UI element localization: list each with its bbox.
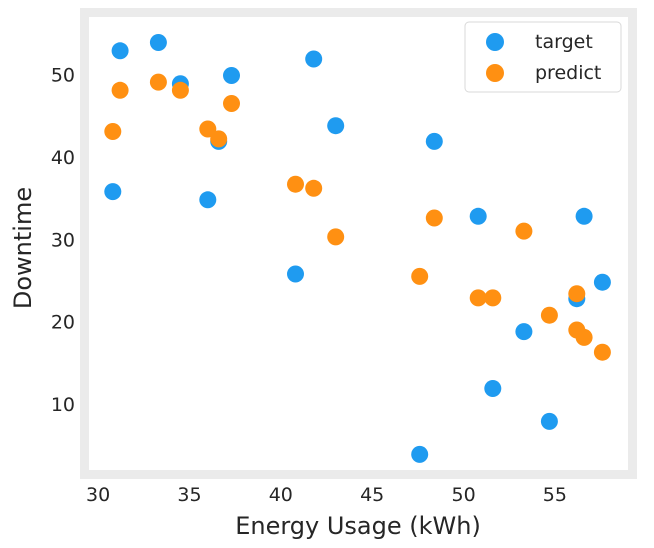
predict-point-7 xyxy=(287,175,304,193)
predict-point-13 xyxy=(484,289,502,307)
predict-point-2 xyxy=(149,73,167,91)
target-point-17 xyxy=(575,207,593,225)
x-tick-label-45: 45 xyxy=(360,484,384,506)
y-axis-label: Downtime xyxy=(9,187,37,309)
predict-point-15 xyxy=(540,306,558,324)
target-point-7 xyxy=(287,265,304,283)
target-point-6 xyxy=(223,67,240,84)
target-point-4 xyxy=(199,191,217,209)
y-tick-label-40: 40 xyxy=(51,147,75,169)
predict-point-18 xyxy=(593,343,611,361)
predict-point-17 xyxy=(575,328,593,346)
target-point-0 xyxy=(104,183,122,201)
x-tick-label-50: 50 xyxy=(452,484,476,506)
legend-label-target: target xyxy=(535,31,593,53)
target-point-8 xyxy=(305,50,323,68)
target-point-9 xyxy=(327,117,345,135)
legend: target predict xyxy=(464,21,622,93)
y-tick-labels: 10 20 30 40 50 xyxy=(51,65,75,416)
x-tick-label-40: 40 xyxy=(269,484,293,506)
predict-point-0 xyxy=(104,123,122,140)
x-tick-label-35: 35 xyxy=(177,484,201,506)
predict-point-4 xyxy=(199,120,217,138)
predict-point-1 xyxy=(111,81,129,99)
target-point-11 xyxy=(425,132,443,150)
x-tick-label-30: 30 xyxy=(86,484,110,506)
predict-point-11 xyxy=(425,209,443,227)
target-point-13 xyxy=(484,380,502,397)
y-tick-label-10: 10 xyxy=(51,394,75,416)
y-tick-label-30: 30 xyxy=(51,229,75,251)
predict-point-8 xyxy=(305,179,323,197)
y-tick-label-50: 50 xyxy=(51,65,75,87)
target-point-14 xyxy=(515,323,533,341)
target-point-10 xyxy=(411,445,429,463)
target-point-15 xyxy=(540,412,558,430)
target-point-2 xyxy=(149,34,167,51)
target-point-1 xyxy=(111,42,129,60)
predict-point-14 xyxy=(515,222,533,240)
x-axis-label: Energy Usage (kWh) xyxy=(235,512,481,540)
predict-point-19 xyxy=(568,285,586,303)
predict-point-10 xyxy=(411,267,429,285)
legend-marker-target xyxy=(486,33,504,51)
target-point-18 xyxy=(593,273,611,291)
target-point-12 xyxy=(469,207,487,225)
predict-point-12 xyxy=(469,289,487,307)
x-tick-labels: 30 35 40 45 50 55 xyxy=(86,484,567,506)
y-tick-label-20: 20 xyxy=(51,312,75,334)
x-tick-label-55: 55 xyxy=(543,484,567,506)
points-layer xyxy=(104,34,611,463)
legend-marker-predict xyxy=(486,64,504,82)
predict-point-9 xyxy=(327,228,345,246)
legend-label-predict: predict xyxy=(535,62,601,84)
predict-point-3 xyxy=(171,81,189,99)
predict-point-5 xyxy=(210,130,228,148)
legend-box xyxy=(464,21,622,93)
predict-point-6 xyxy=(223,95,240,112)
